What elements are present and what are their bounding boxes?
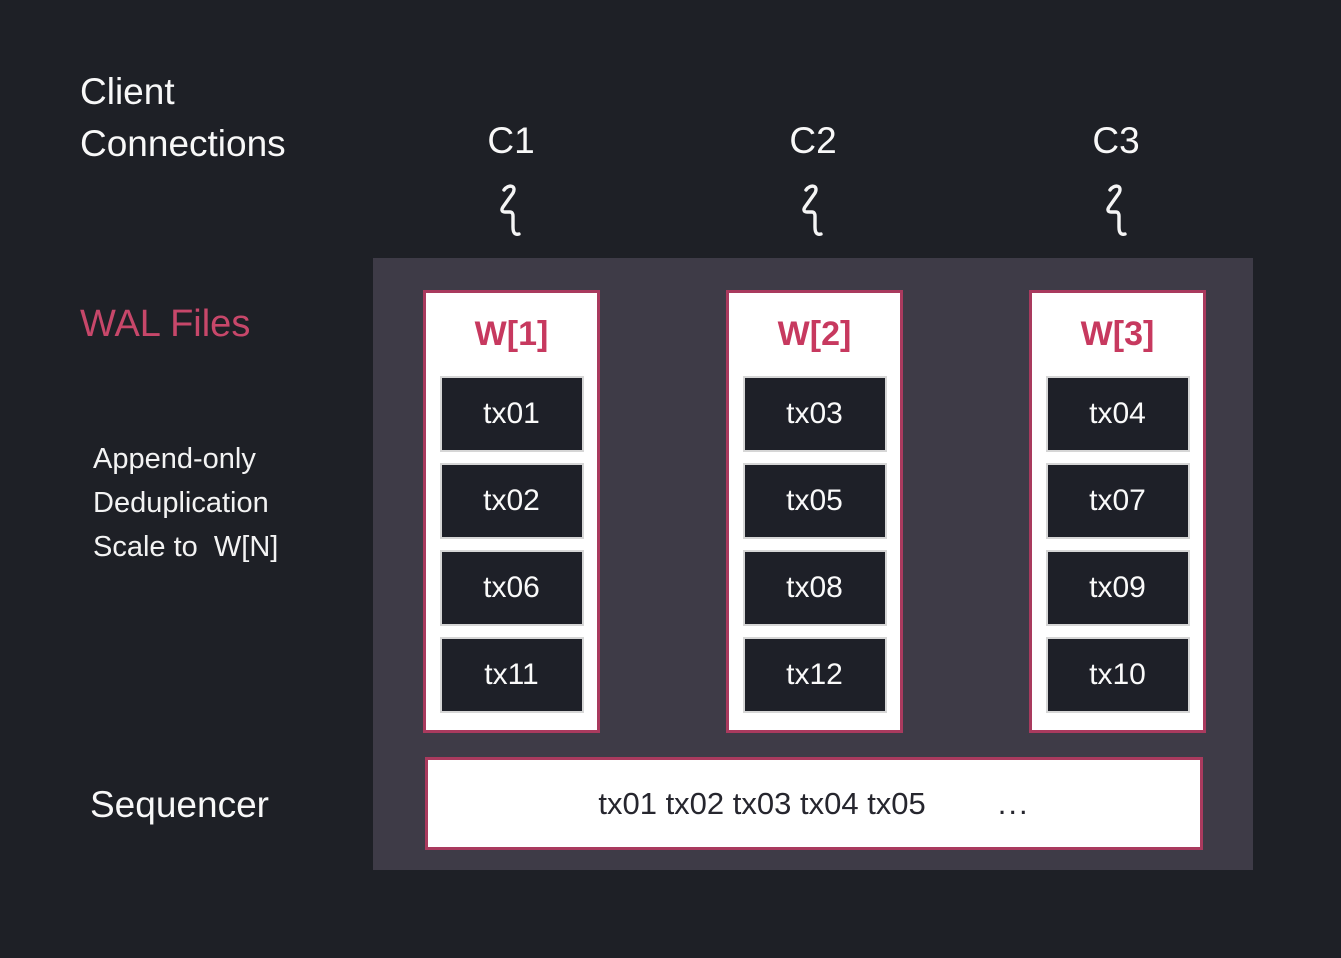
client-label-c2: C2 (789, 120, 837, 161)
client-label-c1: C1 (487, 120, 535, 161)
connection-squiggle-icon (1106, 184, 1127, 236)
wal-file-card-w1: W[1] tx01 tx02 tx06 tx11 (423, 290, 600, 733)
transaction-box: tx08 (742, 550, 887, 626)
transaction-box: tx07 (1045, 463, 1190, 539)
transaction-list: tx04 tx07 tx09 tx10 (1045, 376, 1190, 713)
connection-squiggle-icon (802, 184, 823, 236)
transaction-box: tx10 (1045, 637, 1190, 713)
transaction-list: tx03 tx05 tx08 tx12 (742, 376, 887, 713)
transaction-box: tx06 (439, 550, 584, 626)
transaction-list: tx01 tx02 tx06 tx11 (439, 376, 584, 713)
client-connections-title: Client Connections (80, 71, 286, 164)
transaction-box: tx12 (742, 637, 887, 713)
client-label-c3: C3 (1092, 120, 1140, 161)
sequencer-bar: tx01 tx02 tx03 tx04 tx05 ... (425, 757, 1203, 850)
transaction-box: tx02 (439, 463, 584, 539)
sequencer-label: Sequencer (90, 784, 269, 825)
wal-file-title: W[2] (777, 315, 852, 353)
transaction-box: tx11 (439, 637, 584, 713)
wal-features-list: Append-only Deduplication Scale to W[N] (93, 443, 279, 563)
wal-file-card-w2: W[2] tx03 tx05 tx08 tx12 (726, 290, 903, 733)
sequencer-entries: tx01 tx02 tx03 tx04 tx05 (598, 785, 926, 821)
transaction-box: tx04 (1045, 376, 1190, 452)
connection-squiggle-icon (500, 184, 521, 236)
transaction-box: tx03 (742, 376, 887, 452)
wal-files-label: WAL Files (80, 303, 251, 345)
sequencer-ellipsis: ... (997, 785, 1030, 821)
transaction-box: tx01 (439, 376, 584, 452)
wal-file-title: W[1] (474, 315, 549, 353)
transaction-box: tx09 (1045, 550, 1190, 626)
wal-file-card-w3: W[3] tx04 tx07 tx09 tx10 (1029, 290, 1206, 733)
wal-file-title: W[3] (1080, 315, 1155, 353)
transaction-box: tx05 (742, 463, 887, 539)
